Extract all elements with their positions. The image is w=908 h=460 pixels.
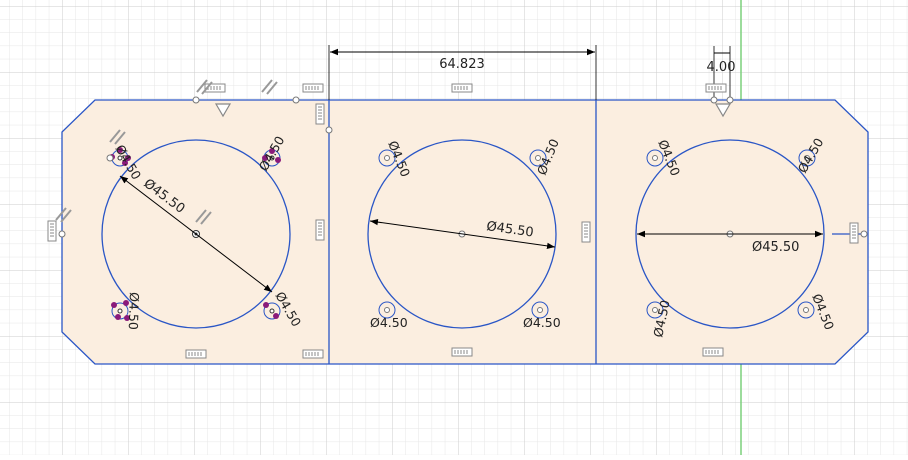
sketch-points[interactable] [58, 96, 868, 238]
vertical-constraint-icon[interactable] [47, 220, 57, 242]
vertical-constraint-icon[interactable] [581, 221, 591, 243]
dim-width-label[interactable]: 64.823 [439, 57, 485, 72]
dim-line-left-diameter[interactable] [119, 175, 273, 293]
horizontal-constraint-icon[interactable] [702, 347, 724, 357]
big-circle-right[interactable] [635, 139, 825, 329]
symmetric-constraint-icon[interactable] [214, 103, 232, 118]
dim-line-middle-diameter[interactable] [369, 218, 556, 250]
big-circle-left[interactable] [101, 139, 291, 329]
horizontal-constraint-icon[interactable] [302, 349, 324, 359]
symmetric-constraint-icon[interactable] [714, 103, 732, 118]
hole-group-right[interactable] [646, 149, 816, 319]
hole-label-left-bl[interactable]: Ø4.50 [126, 292, 142, 330]
dim-right-diameter-label[interactable]: Ø45.50 [752, 240, 799, 255]
big-circle-middle[interactable] [367, 139, 557, 329]
vertical-constraint-icon[interactable] [849, 222, 859, 244]
hole-label-mid-bl[interactable]: Ø4.50 [370, 315, 408, 330]
horizontal-constraint-icon[interactable] [451, 347, 473, 357]
hole-label-mid-br[interactable]: Ø4.50 [523, 315, 561, 330]
hole-group-left[interactable] [109, 147, 281, 321]
horizontal-constraint-icon[interactable] [185, 349, 207, 359]
hole-group-middle[interactable] [378, 149, 549, 319]
horizontal-constraint-icon[interactable] [451, 83, 473, 93]
dim-width-top[interactable] [328, 45, 597, 100]
horizontal-constraint-icon[interactable] [705, 83, 727, 93]
vertical-constraint-icon[interactable] [315, 219, 325, 241]
dim-offset-label[interactable]: 4.00 [707, 60, 736, 75]
dim-middle-diameter-label[interactable]: Ø45.50 [485, 219, 534, 240]
vertical-constraint-icon[interactable] [315, 103, 325, 125]
horizontal-constraint-icon[interactable] [302, 83, 324, 93]
